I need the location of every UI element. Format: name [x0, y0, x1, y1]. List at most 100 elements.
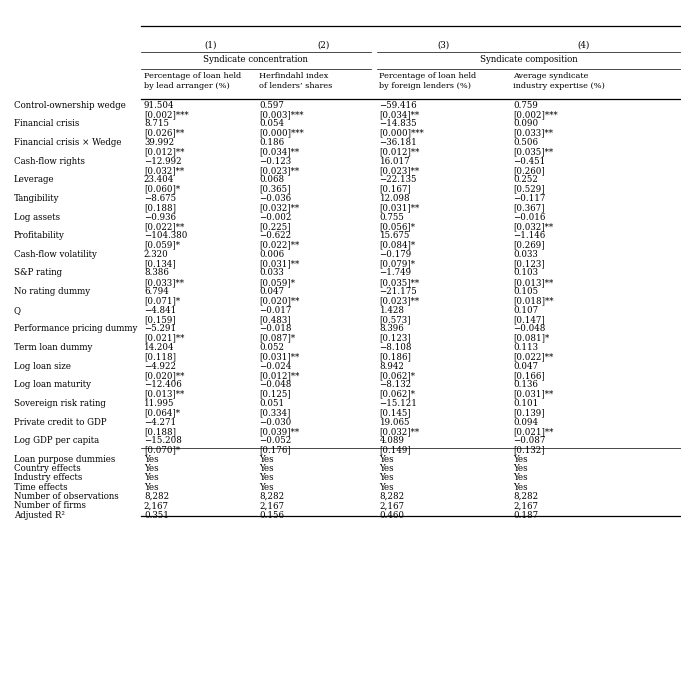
Text: [0.000]***: [0.000]***	[259, 129, 304, 138]
Text: Time effects: Time effects	[14, 483, 67, 492]
Text: [0.031]**: [0.031]**	[513, 389, 553, 399]
Text: 0.033: 0.033	[513, 250, 538, 259]
Text: −21.175: −21.175	[380, 287, 417, 296]
Text: [0.125]: [0.125]	[259, 389, 291, 399]
Text: [0.260]: [0.260]	[513, 166, 545, 175]
Text: [0.483]: [0.483]	[259, 315, 291, 324]
Text: [0.031]**: [0.031]**	[259, 259, 299, 268]
Text: 11.995: 11.995	[144, 399, 174, 408]
Text: −0.024: −0.024	[259, 362, 292, 371]
Text: Yes: Yes	[513, 455, 528, 464]
Text: [0.123]: [0.123]	[513, 259, 545, 268]
Text: Control-ownership wedge: Control-ownership wedge	[14, 101, 126, 110]
Text: [0.026]**: [0.026]**	[144, 129, 184, 138]
Text: 0.252: 0.252	[513, 175, 538, 184]
Text: [0.059]*: [0.059]*	[144, 240, 180, 249]
Text: [0.013]**: [0.013]**	[144, 389, 184, 399]
Text: [0.062]*: [0.062]*	[380, 389, 416, 399]
Text: [0.018]**: [0.018]**	[513, 296, 553, 305]
Text: 0.186: 0.186	[259, 138, 284, 147]
Text: S&P rating: S&P rating	[14, 269, 62, 278]
Text: Log GDP per capita: Log GDP per capita	[14, 436, 99, 445]
Text: −12.992: −12.992	[144, 156, 182, 165]
Text: [0.059]*: [0.059]*	[259, 278, 295, 287]
Text: [0.035]**: [0.035]**	[513, 147, 553, 156]
Text: [0.084]*: [0.084]*	[380, 240, 416, 249]
Text: 8,282: 8,282	[513, 492, 538, 501]
Text: −0.622: −0.622	[259, 232, 292, 240]
Text: [0.033]**: [0.033]**	[144, 278, 184, 287]
Text: [0.056]*: [0.056]*	[380, 222, 416, 231]
Text: −0.117: −0.117	[513, 194, 546, 203]
Text: 2.320: 2.320	[144, 250, 169, 259]
Text: 0.054: 0.054	[259, 119, 284, 128]
Text: 0.136: 0.136	[513, 380, 538, 389]
Text: 0.759: 0.759	[513, 101, 538, 110]
Text: (4): (4)	[578, 41, 590, 50]
Text: 0.105: 0.105	[513, 287, 538, 296]
Text: Yes: Yes	[380, 483, 394, 492]
Text: 8.386: 8.386	[144, 269, 169, 278]
Text: −8.108: −8.108	[380, 343, 412, 352]
Text: −0.002: −0.002	[259, 213, 292, 222]
Text: 0.113: 0.113	[513, 343, 538, 352]
Text: Financial crisis: Financial crisis	[14, 119, 79, 128]
Text: [0.070]*: [0.070]*	[144, 446, 180, 455]
Text: −59.416: −59.416	[380, 101, 417, 110]
Text: Sovereign risk rating: Sovereign risk rating	[14, 399, 106, 408]
Text: [0.225]: [0.225]	[259, 222, 291, 231]
Text: [0.167]: [0.167]	[380, 185, 411, 194]
Text: [0.123]: [0.123]	[380, 333, 411, 342]
Text: 8,282: 8,282	[380, 492, 405, 501]
Text: 0.187: 0.187	[513, 511, 538, 520]
Text: 0.052: 0.052	[259, 343, 284, 352]
Text: −0.052: −0.052	[259, 436, 292, 445]
Text: 0.090: 0.090	[513, 119, 538, 128]
Text: [0.334]: [0.334]	[259, 409, 291, 418]
Text: Syndicate concentration: Syndicate concentration	[203, 55, 308, 64]
Text: 8.942: 8.942	[380, 362, 405, 371]
Text: 4.089: 4.089	[380, 436, 405, 445]
Text: Log loan size: Log loan size	[14, 362, 71, 371]
Text: 15.675: 15.675	[380, 232, 410, 240]
Text: −0.451: −0.451	[513, 156, 545, 165]
Text: Yes: Yes	[380, 464, 394, 473]
Text: [0.062]*: [0.062]*	[380, 371, 416, 380]
Text: [0.002]***: [0.002]***	[144, 110, 189, 119]
Text: [0.087]*: [0.087]*	[259, 333, 295, 342]
Text: [0.022]**: [0.022]**	[513, 352, 553, 361]
Text: Log assets: Log assets	[14, 213, 60, 222]
Text: [0.020]**: [0.020]**	[259, 296, 300, 305]
Text: [0.032]**: [0.032]**	[380, 427, 420, 436]
Text: [0.032]**: [0.032]**	[259, 203, 299, 212]
Text: 2,167: 2,167	[259, 502, 284, 511]
Text: [0.573]: [0.573]	[380, 315, 411, 324]
Text: −4.271: −4.271	[144, 418, 176, 426]
Text: [0.176]: [0.176]	[259, 446, 291, 455]
Text: [0.032]**: [0.032]**	[513, 222, 553, 231]
Text: Profitability: Profitability	[14, 232, 65, 240]
Text: Yes: Yes	[144, 464, 158, 473]
Text: [0.031]**: [0.031]**	[259, 352, 299, 361]
Text: −0.036: −0.036	[259, 194, 292, 203]
Text: [0.145]: [0.145]	[380, 409, 411, 418]
Text: −8.132: −8.132	[380, 380, 411, 389]
Text: [0.012]**: [0.012]**	[144, 147, 184, 156]
Text: −0.018: −0.018	[259, 325, 292, 333]
Text: −14.835: −14.835	[380, 119, 417, 128]
Text: (2): (2)	[317, 41, 330, 50]
Text: Cash-flow rights: Cash-flow rights	[14, 156, 85, 165]
Text: (1): (1)	[204, 41, 217, 50]
Text: −4.922: −4.922	[144, 362, 176, 371]
Text: 0.068: 0.068	[259, 175, 284, 184]
Text: −36.181: −36.181	[380, 138, 417, 147]
Text: −4.841: −4.841	[144, 306, 176, 315]
Text: [0.132]: [0.132]	[513, 446, 545, 455]
Text: 0.506: 0.506	[513, 138, 538, 147]
Text: Private credit to GDP: Private credit to GDP	[14, 418, 107, 426]
Text: [0.021]**: [0.021]**	[144, 333, 184, 342]
Text: [0.081]*: [0.081]*	[513, 333, 549, 342]
Text: [0.013]**: [0.013]**	[513, 278, 553, 287]
Text: 14.204: 14.204	[144, 343, 174, 352]
Text: −1.146: −1.146	[513, 232, 545, 240]
